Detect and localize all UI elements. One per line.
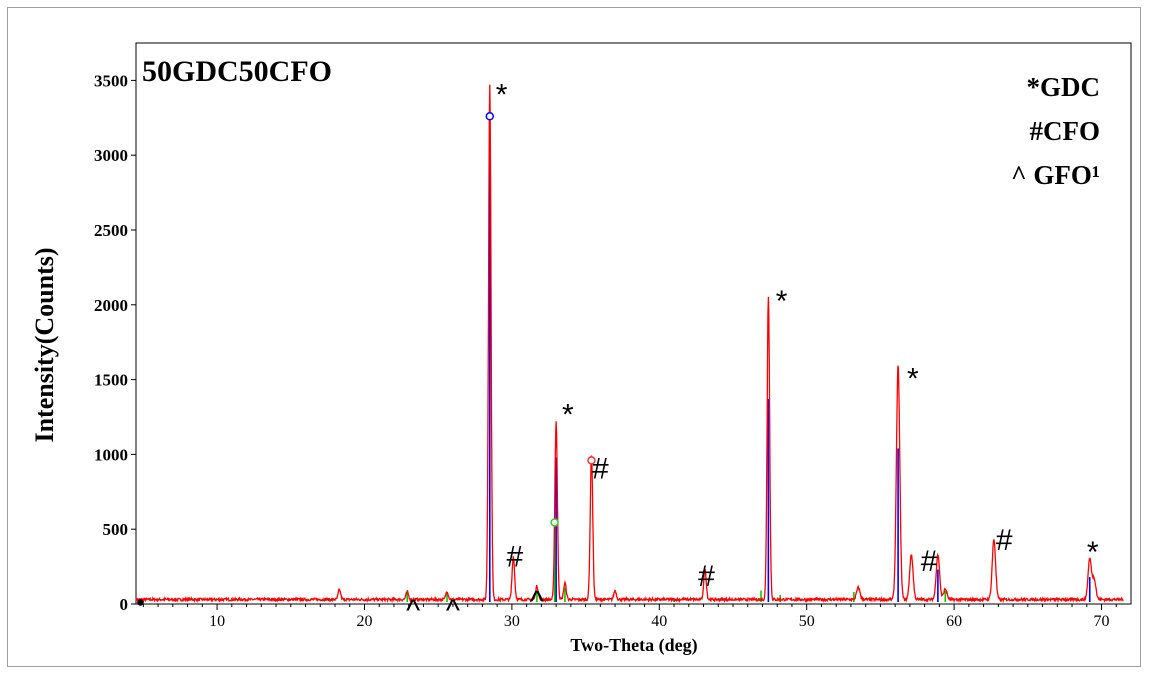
phase-annotation: * (907, 363, 919, 396)
series-line-measured (135, 84, 1124, 604)
phase-annotation: ^ (530, 586, 544, 619)
y-tick-label: 500 (103, 520, 129, 539)
phase-annotation: * (776, 285, 788, 318)
phase-annotation: # (996, 524, 1013, 557)
y-tick-label: 1500 (94, 371, 128, 390)
y-tick-label: 2500 (94, 221, 128, 240)
legend-entry-gdc: *GDC (1027, 72, 1101, 102)
peak-marker-circle (587, 456, 596, 465)
x-tick-label: 60 (946, 613, 962, 630)
x-tick-label: 40 (651, 613, 667, 630)
y-tick-label: 2000 (94, 296, 128, 315)
y-tick-label: 1000 (94, 445, 128, 464)
phase-annotation: ^ (446, 594, 460, 627)
peak-marker-circle (485, 112, 495, 121)
phase-annotation: * (1087, 536, 1099, 569)
y-tick-label: 3500 (94, 71, 128, 90)
peak-marker-circle (137, 599, 144, 606)
phase-annotation: # (506, 541, 523, 574)
x-tick-label: 70 (1094, 613, 1110, 630)
y-tick-label: 0 (120, 595, 129, 614)
phase-annotation: ^ (406, 594, 420, 627)
phase-annotation: # (698, 560, 715, 593)
phase-annotation: * (562, 399, 574, 432)
phase-annotation: # (921, 545, 938, 578)
phase-annotation: # (592, 452, 609, 485)
peak-marker-circle (550, 518, 559, 527)
plot-area (135, 42, 1132, 605)
legend-entry-gfo: ^ GFO¹ (1011, 160, 1100, 190)
y-axis-title: Intensity(Counts) (30, 247, 59, 442)
phase-annotation: * (496, 78, 508, 111)
x-tick-label: 50 (799, 613, 815, 630)
x-tick-label: 20 (356, 613, 372, 630)
y-tick-label: 3000 (94, 146, 128, 165)
x-tick-label: 10 (209, 613, 225, 630)
x-axis-title: Two-Theta (deg) (570, 635, 697, 656)
sample-title: 50GDC50CFO (142, 55, 332, 88)
legend-entry-cfo: #CFO (1030, 116, 1101, 146)
x-tick-label: 30 (504, 613, 520, 630)
